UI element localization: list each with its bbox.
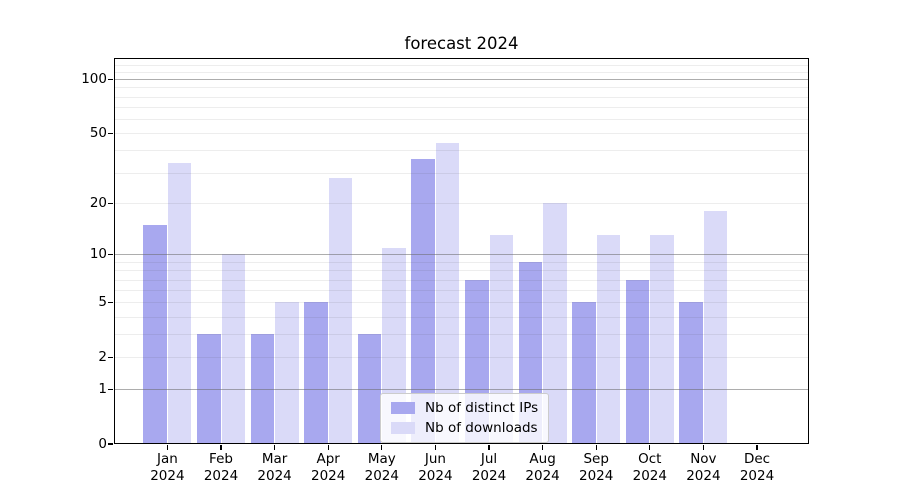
y-tick-mark <box>107 132 113 134</box>
y-tick-label: 1 <box>98 381 107 398</box>
x-tick-label: Sep 2024 <box>579 451 614 485</box>
gridline-major <box>114 254 809 256</box>
legend-swatch-distinct-ips <box>391 402 415 414</box>
x-tick-mark <box>756 445 758 451</box>
legend-swatch-downloads <box>391 422 415 434</box>
gridline-minor <box>114 203 809 205</box>
gridline-minor <box>114 334 809 336</box>
x-tick-label: Feb 2024 <box>203 451 239 485</box>
plot-area: 0 1 2 5 10 20 50 100 Jan 2024 Feb 2024 Mar 2024 Apr… <box>81 58 809 484</box>
y-tick-mark <box>107 356 113 358</box>
bar-downloads-oct <box>650 235 674 444</box>
gridline-major <box>114 79 809 81</box>
x-tick-label: Oct 2024 <box>632 451 667 485</box>
gridline-minor <box>114 107 809 109</box>
bar-downloads-aug <box>543 203 567 444</box>
bar-downloads-jul <box>489 235 513 444</box>
gridline-minor <box>114 119 809 121</box>
x-tick-mark <box>595 445 597 451</box>
x-tick-mark <box>327 445 329 451</box>
x-tick-mark <box>542 445 544 451</box>
x-tick-mark <box>220 445 222 451</box>
x-tick-label: May 2024 <box>364 451 399 485</box>
x-tick-label: Jan 2024 <box>150 451 185 485</box>
legend-label-distinct-ips: Nb of distinct IPs <box>425 400 539 416</box>
legend: Nb of distinct IPs Nb of downloads <box>380 393 550 443</box>
gridline-minor <box>114 316 809 318</box>
gridline-major <box>114 389 809 391</box>
gridline-minor <box>114 64 809 66</box>
legend-label-downloads: Nb of downloads <box>425 420 538 436</box>
x-tick-label: Aug 2024 <box>525 451 560 485</box>
y-tick-mark <box>107 443 113 445</box>
y-tick-mark <box>107 388 113 390</box>
x-tick-mark <box>649 445 651 451</box>
x-tick-label: Jun 2024 <box>418 451 453 485</box>
bar-downloads-nov <box>703 211 728 444</box>
chart-title: forecast 2024 <box>404 34 519 53</box>
y-tick-mark <box>107 301 113 304</box>
gridline-minor <box>114 96 809 98</box>
x-tick-mark <box>488 445 490 451</box>
bar-downloads-jan <box>167 162 192 444</box>
gridline-minor <box>114 290 809 292</box>
bar-ips-nov <box>679 302 703 444</box>
x-tick-label: Apr 2024 <box>311 451 346 485</box>
x-tick-label: Nov 2024 <box>686 451 721 485</box>
gridline-minor <box>114 150 809 152</box>
y-tick-label: 10 <box>89 246 107 263</box>
bar-ips-sep <box>572 302 596 444</box>
y-tick-mark <box>107 202 113 205</box>
gridline-minor <box>114 87 809 89</box>
gridline-minor <box>114 261 809 263</box>
y-tick-mark <box>107 253 113 256</box>
x-tick-mark <box>702 445 705 451</box>
bar-downloads-mar <box>275 302 299 444</box>
y-tick-mark <box>107 78 113 80</box>
y-tick-label: 2 <box>98 349 107 366</box>
x-tick-label: Mar 2024 <box>257 451 292 485</box>
bar-downloads-jun <box>435 143 460 444</box>
gridline-minor <box>114 302 809 304</box>
bar-ips-oct <box>625 279 650 444</box>
bar-downloads-sep <box>596 235 621 444</box>
x-tick-mark <box>434 445 437 451</box>
legend-item-downloads: Nb of downloads <box>391 420 538 436</box>
bar-downloads-feb <box>221 254 245 444</box>
gridline-minor <box>114 172 809 174</box>
legend-item-distinct-ips: Nb of distinct IPs <box>391 400 538 416</box>
bar-ips-jun <box>411 158 435 444</box>
x-tick-mark <box>166 445 169 451</box>
gridline-minor <box>114 133 809 135</box>
x-tick-mark <box>381 445 383 451</box>
gridline-minor <box>114 270 809 272</box>
bar-downloads-apr <box>328 177 353 444</box>
gridline-minor <box>114 357 809 359</box>
gridline-minor <box>114 279 809 281</box>
x-tick-label: Dec 2024 <box>739 451 775 485</box>
bar-ips-apr <box>304 302 328 444</box>
y-tick-label: 100 <box>81 71 107 88</box>
y-tick-label: 0 <box>98 436 107 452</box>
x-tick-mark <box>274 445 276 451</box>
y-tick-label: 5 <box>98 294 107 311</box>
gridline-minor <box>114 71 809 73</box>
y-tick-label: 20 <box>89 195 107 212</box>
y-tick-label: 50 <box>89 125 107 142</box>
x-tick-label: Jul 2024 <box>471 451 507 485</box>
